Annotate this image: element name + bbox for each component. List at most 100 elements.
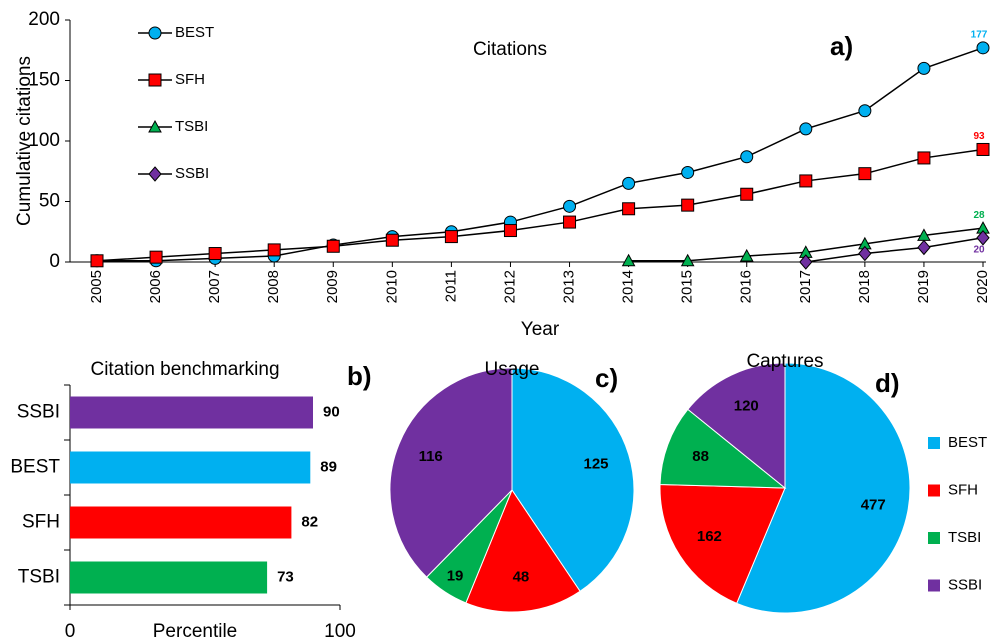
bar [70, 396, 313, 429]
marker [90, 254, 104, 268]
legend-label: SFH [948, 481, 978, 498]
value-label: 82 [301, 513, 318, 530]
marker [799, 122, 813, 136]
category-label: TSBI [18, 567, 60, 588]
marker [740, 187, 754, 201]
x-tick-label: 2016 [738, 270, 755, 303]
x-tick-label: 2009 [324, 270, 341, 303]
y-tick-label: 100 [28, 130, 60, 151]
legend-swatch [928, 437, 940, 449]
end-value-label: 177 [971, 29, 988, 40]
marker [740, 150, 754, 164]
legend-swatch [928, 532, 940, 544]
legend-label: TSBI [175, 118, 208, 135]
x-tick-label: 2018 [856, 270, 873, 303]
marker [622, 202, 636, 216]
bar [70, 561, 268, 594]
annotation: d) [875, 368, 900, 398]
marker [267, 243, 281, 257]
marker [739, 248, 754, 262]
marker [976, 230, 990, 246]
marker [858, 167, 872, 181]
x-tick-label: 2017 [797, 270, 814, 303]
x-tick-label: 2014 [620, 270, 637, 303]
value-label: 162 [697, 528, 722, 545]
end-value-label: 20 [973, 244, 985, 255]
bar [70, 451, 311, 484]
legend-swatch [928, 579, 940, 592]
chart-title: Citations [473, 39, 547, 60]
chart-title: Usage [485, 359, 540, 380]
marker [385, 233, 399, 247]
x-tick-label: 100 [324, 621, 356, 642]
x-tick-label: 2010 [383, 270, 400, 303]
marker [680, 253, 695, 267]
value-label: 73 [277, 568, 294, 585]
marker [563, 199, 577, 213]
legend-label: BEST [948, 434, 987, 451]
pie-slice [659, 484, 786, 604]
marker [858, 104, 872, 118]
value-label: 48 [513, 568, 530, 585]
legend-label: SFH [175, 71, 205, 88]
marker [326, 239, 340, 253]
marker [858, 245, 872, 262]
marker [503, 224, 517, 238]
marker [208, 247, 222, 261]
pie-slice [736, 362, 911, 614]
marker [148, 73, 162, 87]
value-label: 90 [323, 403, 340, 420]
value-label: 120 [734, 398, 759, 415]
x-tick-label: 2012 [501, 270, 518, 303]
marker [148, 119, 162, 133]
category-label: SFH [22, 512, 60, 533]
end-value-label: 93 [973, 131, 985, 142]
marker [563, 215, 577, 229]
pie-slice [511, 367, 635, 592]
marker [799, 174, 813, 188]
x-tick-label: 2020 [974, 270, 990, 303]
annotation: a) [830, 31, 853, 61]
series-line [96, 148, 984, 262]
value-label: 477 [861, 497, 886, 514]
marker [976, 142, 990, 156]
y-axis-label: Cumulative citations [14, 56, 35, 226]
marker [976, 41, 990, 55]
marker [621, 253, 636, 267]
marker [622, 176, 636, 190]
x-tick-label: 2006 [147, 270, 164, 303]
legend-swatch [928, 484, 940, 497]
marker [148, 26, 162, 40]
marker [444, 230, 458, 244]
marker [148, 166, 162, 182]
bar [70, 506, 292, 539]
x-tick-label: 0 [65, 621, 76, 642]
marker [681, 165, 695, 179]
x-axis-label: Year [521, 319, 560, 340]
marker [149, 250, 163, 264]
x-tick-label: 2008 [265, 270, 282, 303]
x-tick-label: 2019 [915, 270, 932, 303]
value-label: 125 [584, 455, 609, 472]
legend-label: BEST [175, 24, 214, 41]
marker [917, 151, 931, 165]
chart-title: Citation benchmarking [90, 359, 279, 380]
value-label: 88 [692, 448, 709, 465]
legend-label: SSBI [175, 165, 209, 182]
series-line [805, 237, 984, 263]
chart-title: Captures [746, 351, 823, 372]
value-label: 19 [447, 568, 464, 585]
y-tick-label: 200 [28, 9, 60, 30]
marker [681, 198, 695, 212]
x-tick-label: 2013 [561, 270, 578, 303]
category-label: BEST [10, 457, 60, 478]
x-tick-label: 2011 [442, 270, 459, 302]
x-axis-label: Percentile [153, 621, 238, 642]
value-label: 89 [320, 458, 337, 475]
category-label: SSBI [17, 402, 60, 423]
marker [799, 254, 813, 270]
legend-label: TSBI [948, 529, 981, 546]
y-tick-label: 0 [49, 251, 60, 272]
annotation: c) [595, 363, 618, 393]
